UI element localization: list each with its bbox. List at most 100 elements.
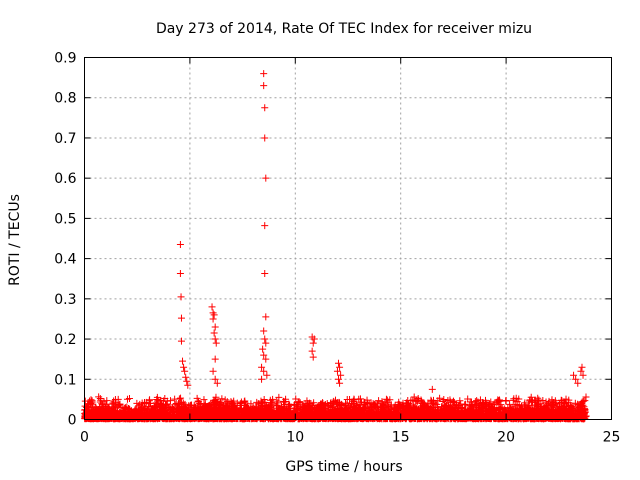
data-point bbox=[258, 375, 266, 383]
data-point bbox=[177, 314, 185, 322]
background-point bbox=[127, 409, 135, 417]
background-point bbox=[466, 398, 474, 406]
background-point bbox=[565, 399, 573, 407]
data-point bbox=[179, 357, 187, 365]
background-point bbox=[426, 415, 434, 423]
background-point bbox=[384, 402, 392, 410]
background-point bbox=[312, 415, 320, 423]
x-axis-title: GPS time / hours bbox=[285, 459, 402, 475]
background-point bbox=[283, 413, 291, 421]
background-point bbox=[344, 411, 352, 419]
background-point bbox=[436, 394, 444, 402]
background-point bbox=[241, 415, 249, 423]
background-point bbox=[280, 398, 288, 406]
background-point bbox=[251, 411, 259, 419]
data-point bbox=[211, 375, 219, 383]
background-point bbox=[245, 409, 253, 417]
y-tick-label: 0.9 bbox=[54, 51, 76, 67]
data-point bbox=[181, 367, 189, 375]
x-tick-label: 10 bbox=[286, 430, 304, 446]
data-point bbox=[428, 385, 436, 393]
background-point bbox=[368, 404, 376, 412]
y-tick-label: 0.4 bbox=[54, 252, 76, 268]
background-point bbox=[341, 415, 349, 423]
background-point bbox=[341, 409, 349, 417]
background-point bbox=[201, 402, 209, 410]
chart-title: Day 273 of 2014, Rate Of TEC Index for r… bbox=[156, 21, 532, 37]
background-point bbox=[137, 409, 145, 417]
background-point bbox=[258, 399, 266, 407]
background-point bbox=[269, 400, 277, 408]
background-point bbox=[327, 399, 335, 407]
background-point bbox=[178, 411, 186, 419]
background-point bbox=[356, 409, 364, 417]
data-point bbox=[333, 367, 341, 375]
background-point bbox=[468, 407, 476, 415]
background-point bbox=[88, 400, 96, 408]
data-point bbox=[213, 379, 221, 387]
background-point bbox=[478, 403, 486, 411]
background-point bbox=[311, 411, 319, 419]
data-point bbox=[335, 375, 343, 383]
background-point bbox=[496, 396, 504, 404]
background-point bbox=[581, 406, 589, 414]
background-point bbox=[330, 411, 338, 419]
background-point bbox=[264, 408, 272, 416]
gridlines bbox=[84, 57, 612, 420]
background-point bbox=[97, 396, 105, 404]
background-point bbox=[332, 399, 340, 407]
data-point bbox=[260, 82, 268, 90]
background-point bbox=[571, 399, 579, 407]
background-point bbox=[306, 414, 314, 422]
background-point bbox=[151, 405, 159, 413]
background-point bbox=[361, 403, 369, 411]
data-point bbox=[260, 367, 268, 375]
background-point bbox=[555, 406, 563, 414]
background-point bbox=[504, 406, 512, 414]
background-point bbox=[269, 413, 277, 421]
background-point bbox=[393, 406, 401, 414]
background-point bbox=[307, 405, 315, 413]
y-tick-label: 0.8 bbox=[54, 91, 76, 107]
data-point bbox=[577, 367, 585, 375]
background-point bbox=[223, 415, 231, 423]
data-point bbox=[260, 351, 268, 359]
data-points bbox=[81, 70, 590, 423]
data-point bbox=[337, 371, 345, 379]
y-tick-label: 0 bbox=[68, 413, 77, 429]
background-point bbox=[450, 401, 458, 409]
data-point bbox=[211, 335, 219, 343]
background-point bbox=[463, 412, 471, 420]
background-point bbox=[457, 407, 465, 415]
data-point bbox=[210, 329, 218, 337]
data-point bbox=[336, 379, 344, 387]
background-point bbox=[265, 415, 273, 423]
background-point bbox=[340, 405, 348, 413]
background-point bbox=[97, 414, 105, 422]
data-point bbox=[184, 381, 192, 389]
background-point bbox=[529, 415, 537, 423]
background-point bbox=[446, 407, 454, 415]
background-point bbox=[477, 411, 485, 419]
data-point bbox=[176, 241, 184, 249]
background-point bbox=[456, 397, 464, 405]
background-point bbox=[428, 397, 436, 405]
data-point bbox=[261, 222, 269, 230]
background-point bbox=[242, 404, 250, 412]
background-point bbox=[171, 414, 179, 422]
data-point bbox=[574, 379, 582, 387]
data-point bbox=[309, 353, 317, 361]
data-point bbox=[309, 339, 317, 347]
background-point bbox=[512, 407, 520, 415]
data-point bbox=[572, 375, 580, 383]
plot-frame bbox=[84, 57, 612, 420]
background-point bbox=[557, 396, 565, 404]
x-tick-label: 0 bbox=[80, 430, 89, 446]
background-point bbox=[369, 400, 377, 408]
background-point bbox=[92, 407, 100, 415]
background-point bbox=[446, 403, 454, 411]
background-point bbox=[121, 411, 129, 419]
background-point bbox=[127, 412, 135, 420]
x-tick-label: 20 bbox=[497, 430, 515, 446]
background-point bbox=[507, 414, 515, 422]
